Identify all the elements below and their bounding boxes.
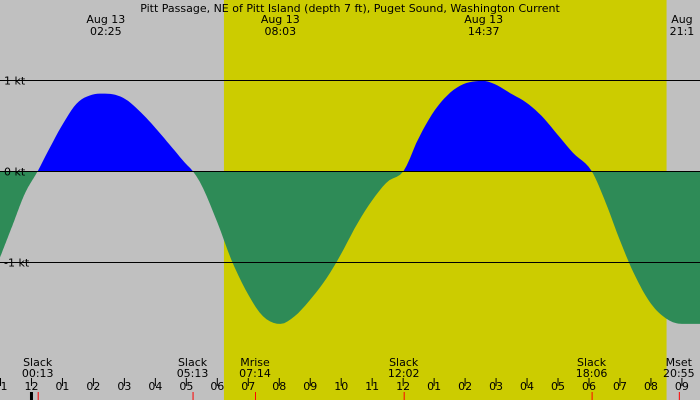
peak-date: Aug 13 [86,13,125,26]
x-tick-label: 07 [241,380,255,393]
x-tick-label: 06 [582,380,596,393]
event-name: Slack [389,356,419,369]
peak-time: 21:1 [670,25,695,38]
x-tick-label: 06 [210,380,224,393]
event-name: Slack [178,356,208,369]
x-tick-label: 10 [334,380,348,393]
x-tick-label: 08 [272,380,286,393]
peak-time: 02:25 [90,25,122,38]
x-tick-label: 11 [0,380,8,393]
event-name: Slack [23,356,53,369]
peak-time: 14:37 [468,25,500,38]
flood-current-area [37,93,193,171]
ebb-current-area [591,171,700,324]
x-tick-label: 12 [24,380,38,393]
ebb-current-area [0,171,38,258]
x-tick-label: 02 [458,380,472,393]
x-tick-label: 05 [179,380,193,393]
x-tick-label: 04 [148,380,162,393]
x-tick-label: 03 [489,380,503,393]
x-tick-label: 03 [117,380,131,393]
flood-current-area [403,80,592,171]
chart-title: Pitt Passage, NE of Pitt Island (depth 7… [140,2,560,15]
event-name: Slack [577,356,607,369]
event-name: Mrise [240,356,270,369]
x-tick-label: 02 [86,380,100,393]
ebb-current-area [192,171,404,324]
current-time-marker [29,392,33,400]
y-tick-label: -1 kt [4,257,30,270]
peak-date: Aug [671,13,692,26]
x-tick-label: 08 [644,380,658,393]
event-time: 05:13 [177,367,209,380]
x-tick-label: 01 [55,380,69,393]
event-time: 12:02 [388,367,420,380]
x-tick-label: 05 [551,380,565,393]
peak-time: 08:03 [264,25,296,38]
x-tick-label: 09 [303,380,317,393]
peak-date: Aug 13 [261,13,300,26]
x-tick-label: 04 [520,380,534,393]
y-tick-label: 1 kt [4,75,26,88]
y-tick-label: 0 kt [4,166,26,179]
event-time: 07:14 [239,367,271,380]
event-time: 00:13 [22,367,54,380]
peak-date: Aug 13 [464,13,503,26]
x-tick-label: 01 [427,380,441,393]
event-time: 20:55 [663,367,695,380]
x-tick-label: 07 [613,380,627,393]
x-tick-label: 12 [396,380,410,393]
event-name: Mset [666,356,693,369]
x-tick-label: 11 [365,380,379,393]
event-time: 18:06 [576,367,608,380]
x-tick-label: 09 [675,380,689,393]
